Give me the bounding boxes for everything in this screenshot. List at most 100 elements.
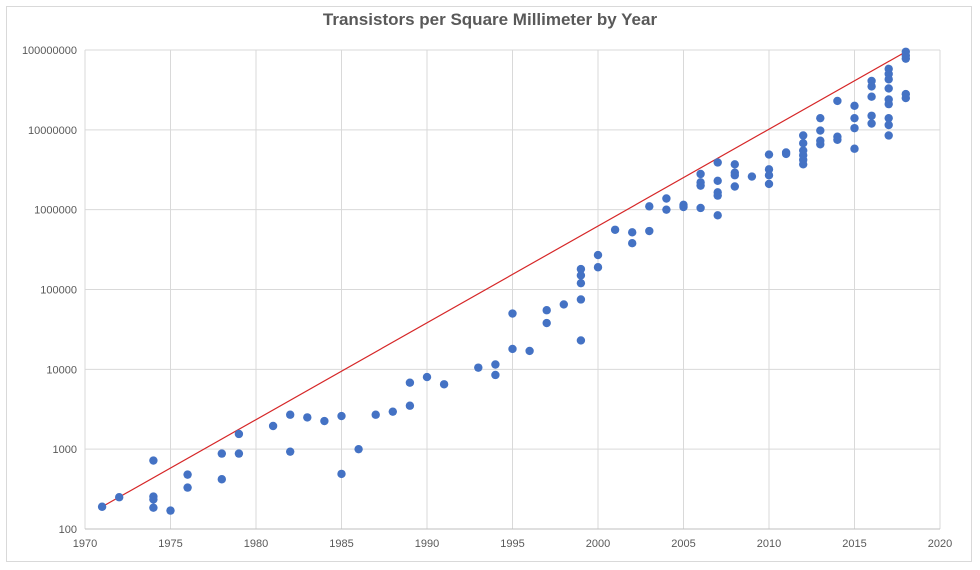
data-point <box>234 449 244 458</box>
x-tick-label: 2005 <box>671 538 695 550</box>
data-point <box>474 363 483 372</box>
data-point <box>850 123 859 133</box>
data-point <box>166 506 175 515</box>
data-point <box>576 271 586 280</box>
data-point <box>799 131 808 140</box>
data-point <box>816 113 825 123</box>
data-point <box>833 135 842 145</box>
data-point <box>730 171 739 180</box>
data-point <box>662 194 671 203</box>
data-point <box>234 429 244 439</box>
data-point <box>491 370 500 380</box>
trendline-group <box>101 51 907 508</box>
data-point <box>781 149 791 159</box>
data-point <box>559 300 568 309</box>
x-tick-label: 1985 <box>329 538 353 550</box>
chart-title: Transistors per Square Millimeter by Yea… <box>322 10 658 29</box>
data-point <box>508 344 517 354</box>
data-point <box>217 449 226 458</box>
data-point <box>542 306 551 315</box>
data-point <box>867 92 876 101</box>
data-point <box>405 401 415 410</box>
data-point <box>320 416 329 426</box>
data-points <box>97 47 910 515</box>
x-tick-label: 1975 <box>158 538 182 550</box>
x-tick-label: 2020 <box>928 538 952 550</box>
data-point <box>884 99 893 109</box>
data-point <box>303 413 312 422</box>
data-point <box>97 502 107 511</box>
y-tick-label: 1000 <box>53 444 77 456</box>
x-tick-label: 1980 <box>244 538 268 550</box>
data-point <box>286 410 295 419</box>
data-point <box>354 444 363 454</box>
data-point <box>867 82 876 91</box>
data-point <box>713 211 722 220</box>
data-point <box>730 182 739 191</box>
data-point <box>286 447 295 456</box>
data-point <box>337 469 346 479</box>
data-point <box>884 75 893 84</box>
data-point <box>816 140 825 149</box>
data-point <box>850 113 859 123</box>
data-point <box>884 120 893 130</box>
y-tick-label: 10000 <box>46 364 77 376</box>
x-tick-label: 2010 <box>757 538 781 550</box>
data-point <box>901 93 910 103</box>
x-tick-label: 2015 <box>842 538 866 550</box>
y-tick-label: 100 <box>59 524 77 536</box>
data-point <box>662 205 671 214</box>
data-point <box>576 264 586 274</box>
data-point <box>696 169 705 179</box>
data-point <box>645 226 654 236</box>
data-point <box>576 295 586 304</box>
y-tick-label: 100000000 <box>22 45 77 57</box>
data-point <box>696 203 705 213</box>
data-point <box>628 228 637 237</box>
y-tick-label: 100000 <box>40 285 77 297</box>
data-point <box>371 410 380 419</box>
data-point <box>679 202 688 212</box>
y-tick-label: 10000000 <box>28 125 77 137</box>
data-point <box>799 139 808 148</box>
y-tick-label: 1000000 <box>34 205 77 217</box>
data-point <box>833 96 842 106</box>
data-point <box>610 225 620 234</box>
data-point <box>508 309 517 318</box>
data-point <box>439 380 449 389</box>
data-point <box>850 144 859 153</box>
data-point <box>576 336 586 345</box>
data-point <box>183 483 192 492</box>
data-point <box>713 191 722 200</box>
x-tick-label: 1990 <box>415 538 439 550</box>
data-point <box>525 346 534 356</box>
data-point <box>149 456 158 465</box>
data-point <box>884 84 893 93</box>
trendline <box>101 51 907 508</box>
data-point <box>816 126 825 135</box>
data-point <box>149 495 158 504</box>
data-point <box>645 202 654 211</box>
data-point <box>576 278 586 288</box>
data-point <box>542 318 551 328</box>
data-point <box>405 378 415 387</box>
data-point <box>730 160 739 169</box>
data-point <box>593 250 603 260</box>
x-tick-labels: 1970 1975 1980 1985 1990 1995 2000 2005 2010 2015… <box>73 538 952 550</box>
y-tick-labels: 100 1000 10000 100000 1000000 10000000 1000000… <box>22 45 77 536</box>
data-point <box>764 171 774 180</box>
data-point <box>764 165 774 174</box>
data-point <box>867 119 876 128</box>
data-point <box>183 470 192 479</box>
data-point <box>747 172 757 181</box>
data-point <box>764 150 774 159</box>
x-tick-label: 2000 <box>586 538 610 550</box>
data-point <box>696 181 705 190</box>
data-point <box>884 113 893 123</box>
data-point <box>149 503 158 512</box>
data-point <box>799 160 808 169</box>
data-point <box>713 158 722 167</box>
data-point <box>884 131 893 140</box>
data-point <box>901 54 910 63</box>
